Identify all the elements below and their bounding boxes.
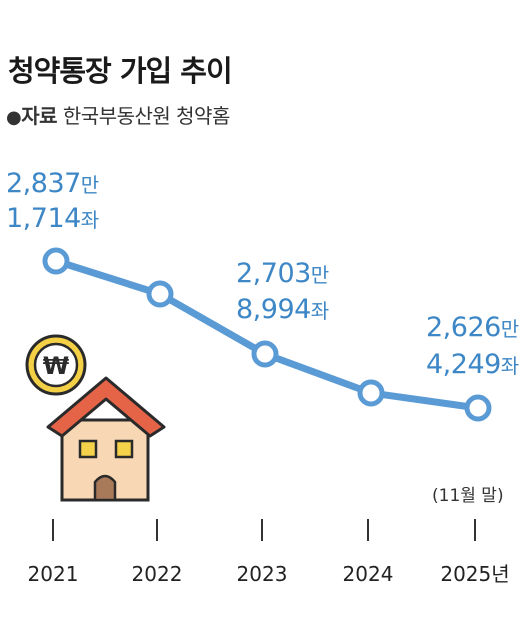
won-symbol: ₩ — [43, 352, 70, 380]
data-label-2025년-rest: 4,249좌 — [426, 349, 519, 380]
x-tick-label-2023: 2023 — [237, 562, 288, 586]
data-label-unit: 만 — [311, 263, 329, 287]
source-bullet: ● — [6, 107, 22, 128]
data-point-2023 — [251, 340, 279, 368]
x-tick-label-2021: 2021 — [28, 562, 79, 586]
data-label-unit: 좌 — [81, 208, 99, 232]
data-label-unit: 만 — [501, 317, 519, 341]
data-label-2023-total: 2,703만 — [236, 258, 329, 289]
source-value: 한국부동산원 청약홈 — [62, 104, 230, 128]
chart-title: 청약통장 가입 추이 — [8, 54, 233, 88]
data-label-2023-rest: 8,994좌 — [236, 294, 329, 325]
data-label-unit: 좌 — [311, 299, 329, 323]
data-label-number: 2,626 — [426, 312, 501, 343]
data-label-number: 2,703 — [236, 258, 311, 289]
data-label-unit: 좌 — [501, 354, 519, 378]
data-point-2024 — [357, 379, 385, 407]
data-point-2025년 — [464, 394, 492, 422]
data-point-2021 — [42, 247, 70, 275]
data-label-number: 1,714 — [6, 203, 81, 234]
data-point-2022 — [146, 280, 174, 308]
data-label-unit: 만 — [81, 173, 99, 197]
won-coin-icon: ₩ — [25, 334, 87, 396]
data-label-2025년-total: 2,626만 — [426, 312, 519, 343]
x-tick-label-2022: 2022 — [132, 562, 183, 586]
data-label-number: 8,994 — [236, 294, 311, 325]
house-icon — [46, 376, 166, 502]
data-label-2021-total: 2,837만 — [6, 168, 99, 199]
period-note: (11월 말) — [432, 486, 504, 506]
source-line: ●자료 한국부동산원 청약홈 — [6, 100, 230, 129]
data-label-2021-rest: 1,714좌 — [6, 203, 99, 234]
x-tick-label-2025년: 2025년 — [440, 562, 509, 586]
data-label-number: 4,249 — [426, 349, 501, 380]
x-tick-label-2024: 2024 — [343, 562, 394, 586]
source-key: 자료 — [21, 104, 58, 128]
data-label-number: 2,837 — [6, 168, 81, 199]
